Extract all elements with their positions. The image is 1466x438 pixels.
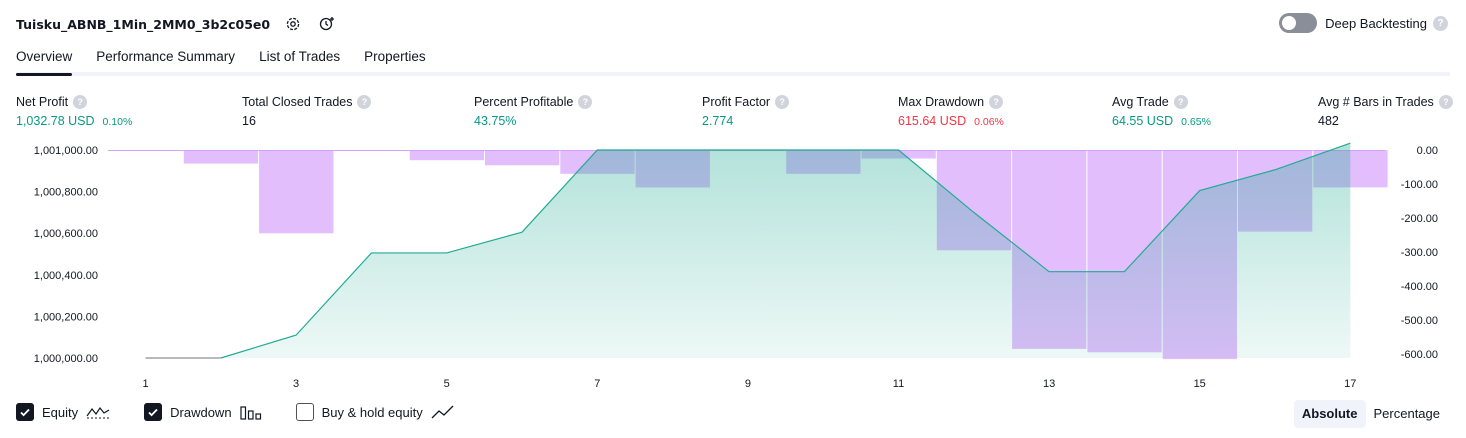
equity-series [145,142,1351,359]
right-axis-tick-label: -200.00 [1401,213,1438,225]
drawdown-bar [334,150,409,152]
x-axis-tick-label: 11 [893,378,904,390]
metric-avg-bars: Avg # Bars in Trades? 482 [1318,94,1453,128]
right-axis-tick-label: 0.00 [1417,145,1438,157]
deep-backtesting: Deep Backtesting ? [1279,13,1448,33]
drawdown-bar [409,150,484,161]
metric-label: Avg Trade [1112,95,1169,109]
drawdown-checkbox[interactable] [144,403,163,421]
equity-drawdown-chart[interactable]: 1,001,000.00 1,000,800.00 1,000,600.00 1,00… [0,140,1466,390]
metric-label: Avg # Bars in Trades [1318,95,1434,109]
x-axis-tick-label: 3 [293,378,299,390]
metric-value: 615.64 USD [898,114,967,128]
drawdown-bar [259,150,334,234]
left-axis-tick-label: 1,000,000.00 [34,353,98,365]
metric-percent: 0.65% [1181,116,1211,128]
report-tabs: Overview Performance Summary List of Tra… [16,44,1450,76]
equity-area [145,143,1351,358]
metric-percent: 0.06% [974,116,1004,128]
metric-percent-profitable: Percent Profitable? 43.75% [474,94,593,128]
metric-value: 43.75% [474,114,517,128]
equity-line-icon [86,405,110,419]
help-icon[interactable]: ? [989,95,1004,109]
x-axis-tick-label: 1 [142,378,148,390]
help-icon[interactable]: ? [578,95,593,109]
metric-total-closed-trades: Total Closed Trades? 16 [242,94,372,128]
equity-line [220,142,1351,359]
drawdown-bar [183,150,259,164]
legend-label: Buy & hold equity [321,404,423,420]
trend-line-icon [431,404,455,420]
settings-icon[interactable] [284,15,302,33]
metric-value: 1,032.78 USD [16,114,95,128]
scale-mode-switch: Absolute Percentage [1293,400,1448,428]
x-axis-tick-label: 5 [444,378,450,390]
right-axis-tick-label: -100.00 [1401,179,1438,191]
absolute-mode-button[interactable]: Absolute [1293,400,1366,428]
left-axis-tick-label: 1,000,800.00 [34,187,98,199]
help-icon[interactable]: ? [1438,95,1453,109]
left-axis-tick-label: 1,001,000.00 [34,145,98,157]
help-icon[interactable]: ? [1173,95,1188,109]
help-icon[interactable]: ? [1433,15,1448,31]
legend-drawdown[interactable]: Drawdown [144,403,261,421]
drawdown-bar [108,150,183,152]
x-axis-tick-label: 7 [594,378,600,390]
right-axis: 0.00 -100.00 -200.00 -300.00 -400.00 -500.00 -… [1401,145,1438,361]
tab-overview[interactable]: Overview [16,44,73,76]
drawdown-bar [485,150,560,166]
help-icon[interactable]: ? [73,95,88,109]
tab-performance-summary[interactable]: Performance Summary [96,49,236,64]
left-axis-tick-label: 1,000,200.00 [34,311,98,323]
metric-value: 2.774 [702,114,734,128]
help-icon[interactable]: ? [357,95,372,109]
left-axis-tick-label: 1,000,400.00 [34,270,98,282]
right-axis-tick-label: -400.00 [1401,281,1438,293]
metric-value: 64.55 USD [1112,114,1174,128]
metric-value: 16 [242,114,256,128]
legend-equity[interactable]: Equity [16,403,110,421]
x-axis-tick-label: 9 [745,378,751,390]
metric-net-profit: Net Profit? 1,032.78 USD 0.10% [16,94,132,128]
legend-buy-hold-equity[interactable]: Buy & hold equity [295,403,455,421]
metric-label: Net Profit [16,95,69,109]
metric-max-drawdown: Max Drawdown? 615.64 USD 0.06% [898,94,1004,128]
left-axis-tick-label: 1,000,600.00 [34,228,98,240]
x-axis-tick-label: 15 [1194,378,1206,390]
metric-label: Percent Profitable [474,95,574,109]
metric-avg-trade: Avg Trade? 64.55 USD 0.65% [1112,94,1211,128]
equity-checkbox[interactable] [16,403,34,421]
help-icon[interactable]: ? [775,95,790,109]
deep-backtesting-toggle[interactable] [1279,13,1318,33]
metric-profit-factor: Profit Factor? 2.774 [702,94,790,128]
right-axis-tick-label: -600.00 [1401,349,1438,361]
bar-chart-icon [239,404,262,420]
tab-list-of-trades[interactable]: List of Trades [259,49,341,64]
x-axis-tick-label: 17 [1344,378,1356,390]
deep-backtesting-label: Deep Backtesting [1325,15,1427,31]
metric-label: Total Closed Trades [242,95,353,109]
buy-hold-checkbox[interactable] [295,403,314,421]
report-header: Tuisku_ABNB_1Min_2MM0_3b2c05e0 [16,12,336,36]
right-axis-tick-label: -500.00 [1401,315,1438,327]
tab-properties[interactable]: Properties [364,49,426,64]
strategy-title: Tuisku_ABNB_1Min_2MM0_3b2c05e0 [16,16,271,32]
chart-legend: Equity Drawdown Buy & hold equity [16,403,489,421]
metric-label: Max Drawdown [898,95,985,109]
left-axis: 1,001,000.00 1,000,800.00 1,000,600.00 1,00… [34,145,98,365]
add-to-chart-icon[interactable] [318,15,336,33]
percentage-mode-button[interactable]: Percentage [1373,406,1441,421]
metric-value: 482 [1318,114,1339,128]
legend-label: Equity [42,404,79,420]
right-axis-tick-label: -300.00 [1401,247,1438,259]
x-axis-tick-label: 13 [1043,378,1055,390]
metric-percent: 0.10% [102,116,133,128]
x-axis: 1 3 5 7 9 11 13 15 17 [142,378,1356,390]
legend-label: Drawdown [170,404,232,420]
metric-label: Profit Factor [702,95,771,109]
